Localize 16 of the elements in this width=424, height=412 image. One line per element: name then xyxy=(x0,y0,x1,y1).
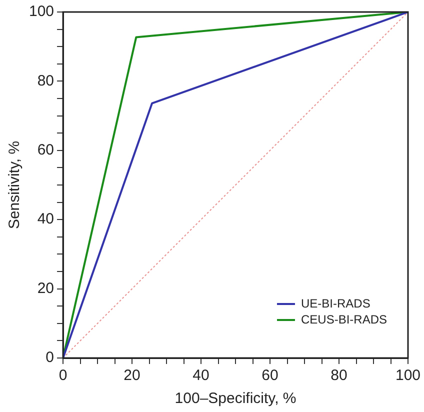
x-tick-label: 20 xyxy=(124,367,140,384)
x-tick-label: 0 xyxy=(58,367,68,384)
x-tick-label: 40 xyxy=(192,367,210,384)
y-tick-label: 60 xyxy=(37,142,54,159)
x-tick-label: 100 xyxy=(395,367,421,384)
legend-label: CEUS-BI-RADS xyxy=(300,312,388,326)
x-tick-label: 80 xyxy=(330,367,348,384)
y-tick-label: 20 xyxy=(37,280,54,297)
y-tick-label: 40 xyxy=(37,210,54,228)
y-tick-label: 100 xyxy=(28,3,54,20)
y-axis-title: Sensitivity, % xyxy=(6,140,24,230)
x-tick-label: 60 xyxy=(262,367,278,384)
y-tick-label: 0 xyxy=(46,349,54,366)
y-tick-label: 80 xyxy=(37,72,54,90)
x-axis-title: 100–Specificity, % xyxy=(174,390,296,408)
legend-label: UE-BI-RADS xyxy=(300,296,370,310)
